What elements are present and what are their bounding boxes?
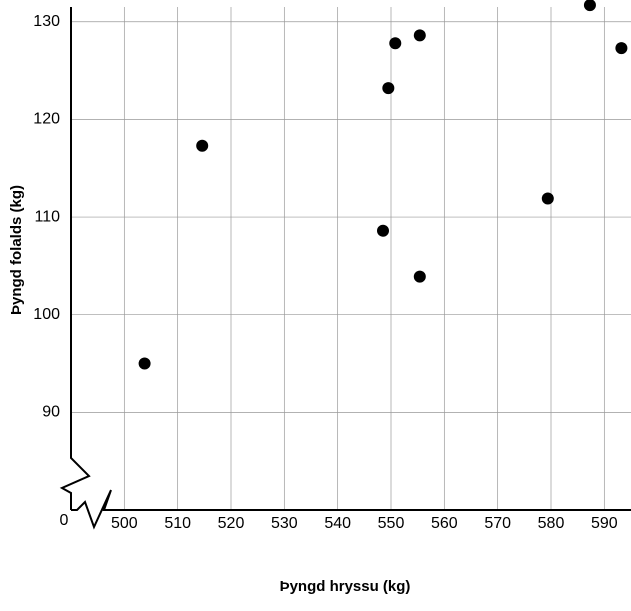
x-tick-label: 520 [218, 515, 245, 532]
axes [59, 7, 631, 530]
point [138, 357, 151, 370]
point [377, 224, 389, 237]
point [196, 139, 209, 152]
y-tick-label: 130 [33, 13, 60, 30]
x-tick-label: 590 [591, 515, 618, 532]
x-tick-label: 580 [538, 515, 565, 532]
point [583, 0, 596, 12]
x-axis-break [71, 489, 631, 530]
x-tick-label: 550 [378, 515, 405, 532]
point [413, 29, 426, 42]
x-tick-label: 560 [431, 515, 458, 532]
x-tick-label: 540 [324, 515, 351, 532]
points [138, 0, 628, 370]
point [389, 37, 402, 50]
point [382, 82, 395, 95]
x-axis-title: Þyngd hryssu (kg) [280, 578, 411, 595]
y-tick-label: 100 [33, 306, 60, 323]
point [541, 192, 554, 205]
x-tick-label: 510 [164, 515, 191, 532]
y-tick-label: 110 [34, 208, 60, 225]
x-tick-label: 530 [271, 515, 298, 532]
y-axis-break [59, 7, 91, 510]
x-tick-label: 570 [484, 515, 511, 532]
x-tick-label: 500 [111, 515, 138, 532]
point [615, 42, 628, 55]
y-tick-label: 90 [42, 404, 60, 421]
point [413, 270, 426, 283]
grid [71, 7, 631, 510]
y-axis-title: Þyngd folalds (kg) [8, 185, 25, 315]
origin-label: 0 [60, 512, 69, 529]
y-tick-label: 120 [33, 111, 60, 128]
